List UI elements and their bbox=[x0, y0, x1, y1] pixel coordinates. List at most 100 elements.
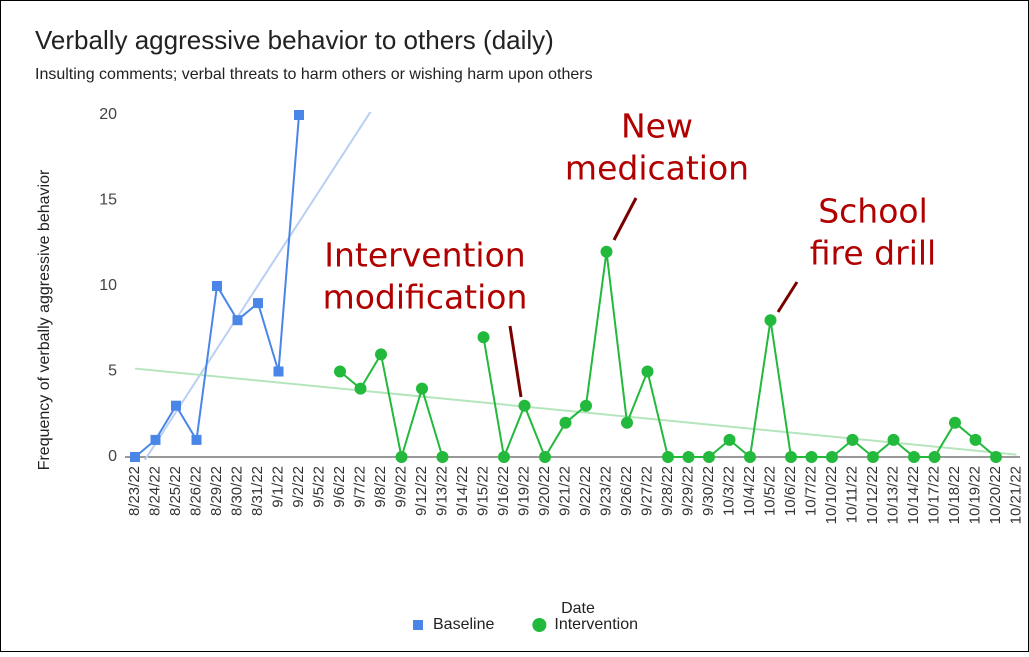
point bbox=[518, 399, 531, 412]
point bbox=[395, 451, 408, 463]
x-tick-label: 9/2/22 bbox=[290, 466, 307, 508]
point bbox=[212, 281, 222, 291]
point bbox=[621, 416, 633, 429]
point bbox=[150, 434, 161, 445]
point bbox=[723, 433, 736, 446]
x-tick-label: 10/12/22 bbox=[864, 466, 881, 524]
x-tick-label: 10/10/22 bbox=[823, 466, 840, 524]
x-tick-label: 9/19/22 bbox=[515, 466, 532, 516]
annotation: Intervention bbox=[324, 236, 525, 275]
x-tick-label: 9/6/22 bbox=[331, 466, 348, 508]
y-tick-label: 20 bbox=[99, 106, 117, 123]
point bbox=[191, 434, 202, 445]
y-tick-label: 10 bbox=[99, 277, 117, 294]
x-tick-label: 9/29/22 bbox=[679, 466, 696, 516]
x-tick-label: 10/19/22 bbox=[966, 466, 983, 524]
annotation: fire drill bbox=[810, 234, 936, 273]
annotation: medication bbox=[565, 149, 749, 188]
point bbox=[559, 416, 572, 429]
x-tick-label: 10/3/22 bbox=[720, 466, 737, 516]
point bbox=[354, 382, 367, 395]
x-tick-label: 10/14/22 bbox=[905, 466, 922, 524]
annotation: modification bbox=[323, 278, 528, 317]
x-tick-label: 8/25/22 bbox=[167, 466, 184, 516]
x-tick-label: 8/24/22 bbox=[146, 466, 163, 516]
point bbox=[764, 314, 777, 327]
point bbox=[785, 451, 797, 463]
x-tick-label: 9/21/22 bbox=[556, 466, 573, 516]
x-tick-label: 9/20/22 bbox=[536, 466, 553, 516]
point bbox=[416, 382, 428, 395]
x-tick-label: 10/5/22 bbox=[761, 466, 778, 516]
x-tick-label: 9/5/22 bbox=[310, 466, 327, 508]
x-tick-label: 9/14/22 bbox=[454, 466, 471, 516]
x-tick-label: 8/30/22 bbox=[228, 466, 245, 516]
chart-title: Verbally aggressive behavior to others (… bbox=[35, 25, 554, 55]
x-tick-label: 10/4/22 bbox=[741, 466, 758, 516]
point bbox=[498, 451, 510, 463]
point bbox=[867, 451, 879, 463]
point bbox=[375, 348, 387, 361]
arrow bbox=[612, 197, 638, 241]
x-tick-label: 9/12/22 bbox=[413, 466, 430, 516]
point bbox=[990, 451, 1002, 463]
point bbox=[662, 451, 674, 463]
point bbox=[744, 451, 756, 463]
point bbox=[682, 451, 695, 463]
point bbox=[294, 110, 304, 120]
x-tick-label: 10/20/22 bbox=[987, 466, 1004, 524]
chart-subtitle: Insulting comments; verbal threats to ha… bbox=[35, 66, 593, 83]
x-tick-label: 9/15/22 bbox=[474, 466, 491, 516]
trendline bbox=[143, 112, 372, 460]
point bbox=[641, 365, 654, 378]
y-tick-label: 15 bbox=[99, 192, 117, 209]
x-tick-label: 9/27/22 bbox=[638, 466, 655, 516]
point bbox=[232, 315, 243, 326]
point bbox=[436, 451, 449, 463]
x-tick-label: 9/7/22 bbox=[351, 466, 368, 508]
x-tick-label: 10/18/22 bbox=[946, 466, 963, 524]
x-tick-label: 8/31/22 bbox=[249, 466, 266, 516]
x-tick-label: 8/26/22 bbox=[187, 466, 204, 516]
point bbox=[130, 452, 140, 462]
legend-label: Baseline bbox=[433, 616, 494, 633]
point bbox=[805, 451, 818, 463]
x-tick-label: 10/11/22 bbox=[843, 466, 860, 523]
x-tick-label: 9/28/22 bbox=[659, 466, 676, 516]
point bbox=[826, 451, 838, 463]
point bbox=[887, 433, 900, 446]
y-tick-label: 0 bbox=[108, 448, 117, 465]
point bbox=[600, 245, 613, 258]
point bbox=[171, 400, 181, 411]
x-tick-label: 9/8/22 bbox=[372, 466, 389, 508]
x-tick-label: 9/16/22 bbox=[495, 466, 512, 516]
x-tick-label: 9/23/22 bbox=[597, 466, 614, 516]
legend-marker bbox=[532, 618, 547, 632]
point bbox=[539, 451, 551, 463]
point bbox=[253, 298, 263, 309]
arrow bbox=[776, 281, 799, 313]
point bbox=[928, 451, 941, 463]
y-axis-label: Frequency of verbally aggressive behavio… bbox=[36, 169, 53, 470]
x-tick-label: 10/17/22 bbox=[925, 466, 942, 524]
x-tick-label: 10/13/22 bbox=[884, 466, 901, 524]
x-tick-label: 9/13/22 bbox=[433, 466, 450, 516]
point bbox=[580, 399, 592, 412]
x-tick-label: 8/23/22 bbox=[126, 466, 143, 516]
arrow bbox=[508, 325, 523, 398]
y-tick-label: 5 bbox=[108, 363, 117, 380]
legend-label: Intervention bbox=[554, 616, 638, 633]
x-tick-label: 10/21/22 bbox=[1007, 466, 1024, 524]
x-tick-label: 10/7/22 bbox=[802, 466, 819, 516]
plot bbox=[125, 110, 1020, 463]
point bbox=[969, 433, 982, 446]
x-tick-label: 9/26/22 bbox=[618, 466, 635, 516]
trendline bbox=[134, 367, 1017, 456]
point bbox=[273, 366, 284, 377]
annotation: School bbox=[818, 192, 928, 231]
x-tick-label: 9/22/22 bbox=[577, 466, 594, 516]
point bbox=[477, 331, 490, 344]
